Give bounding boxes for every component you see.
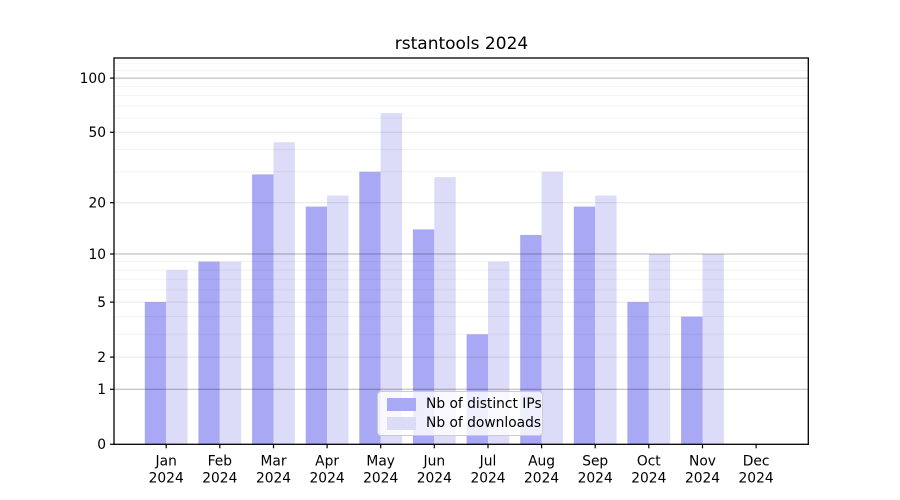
legend-item: Nb of downloads xyxy=(387,415,542,431)
x-tick-label-oct: Oct 2024 xyxy=(631,454,666,487)
y-tick-label-20: 20 xyxy=(88,196,106,212)
bar-downloads-feb-2024 xyxy=(219,261,242,445)
x-tick-label-dec: Dec 2024 xyxy=(739,454,774,487)
y-tick-label-5: 5 xyxy=(97,295,106,311)
legend-item: Nb of distinct IPs xyxy=(387,396,542,412)
bar-ips-may-2024 xyxy=(359,171,381,445)
legend-swatch-distinct-ips xyxy=(387,397,416,411)
y-tick-label-50: 50 xyxy=(88,125,106,141)
x-tick-label-aug: Aug 2024 xyxy=(524,454,559,487)
x-tick-label-sep: Sep 2024 xyxy=(578,454,613,487)
plot-border xyxy=(113,57,809,445)
bar-ips-jun-2024 xyxy=(412,229,435,445)
bar-ips-oct-2024 xyxy=(627,302,649,445)
bar-ips-feb-2024 xyxy=(198,261,220,445)
bar-downloads-jun-2024 xyxy=(434,177,456,445)
bar-downloads-oct-2024 xyxy=(648,254,671,445)
chart-title: rstantools 2024 xyxy=(394,34,529,54)
bar-ips-mar-2024 xyxy=(252,174,274,445)
bar-downloads-aug-2024 xyxy=(541,171,563,445)
bar-ips-nov-2024 xyxy=(681,316,703,445)
bar-ips-jan-2024 xyxy=(144,302,167,445)
bar-downloads-mar-2024 xyxy=(273,142,295,445)
bar-ips-apr-2024 xyxy=(305,206,328,445)
legend-swatch-downloads xyxy=(387,416,416,430)
x-tick-label-nov: Nov 2024 xyxy=(685,454,720,487)
bar-downloads-nov-2024 xyxy=(702,254,724,445)
y-tick-label-1: 1 xyxy=(97,382,106,398)
legend-label: Nb of downloads xyxy=(426,415,542,431)
bar-downloads-may-2024 xyxy=(380,113,403,445)
y-tick-label-100: 100 xyxy=(80,71,106,87)
chart-legend: Nb of distinct IPs Nb of downloads xyxy=(377,391,543,436)
x-tick-label-jun: Jun 2024 xyxy=(417,454,452,487)
bar-downloads-jan-2024 xyxy=(166,270,188,445)
bar-downloads-sep-2024 xyxy=(595,195,617,445)
x-tick-label-jan: Jan 2024 xyxy=(149,454,184,487)
x-tick-label-jul: Jul 2024 xyxy=(470,454,505,487)
bar-ips-sep-2024 xyxy=(573,206,596,445)
x-tick-label-apr: Apr 2024 xyxy=(310,454,345,487)
legend-label: Nb of distinct IPs xyxy=(426,396,542,412)
y-tick-label-0: 0 xyxy=(97,437,106,453)
x-tick-label-feb: Feb 2024 xyxy=(202,454,237,487)
x-tick-label-mar: Mar 2024 xyxy=(256,454,291,487)
x-tick-label-may: May 2024 xyxy=(363,454,398,487)
y-tick-label-10: 10 xyxy=(88,247,106,263)
y-tick-label-2: 2 xyxy=(97,350,106,366)
bar-downloads-apr-2024 xyxy=(327,195,349,445)
